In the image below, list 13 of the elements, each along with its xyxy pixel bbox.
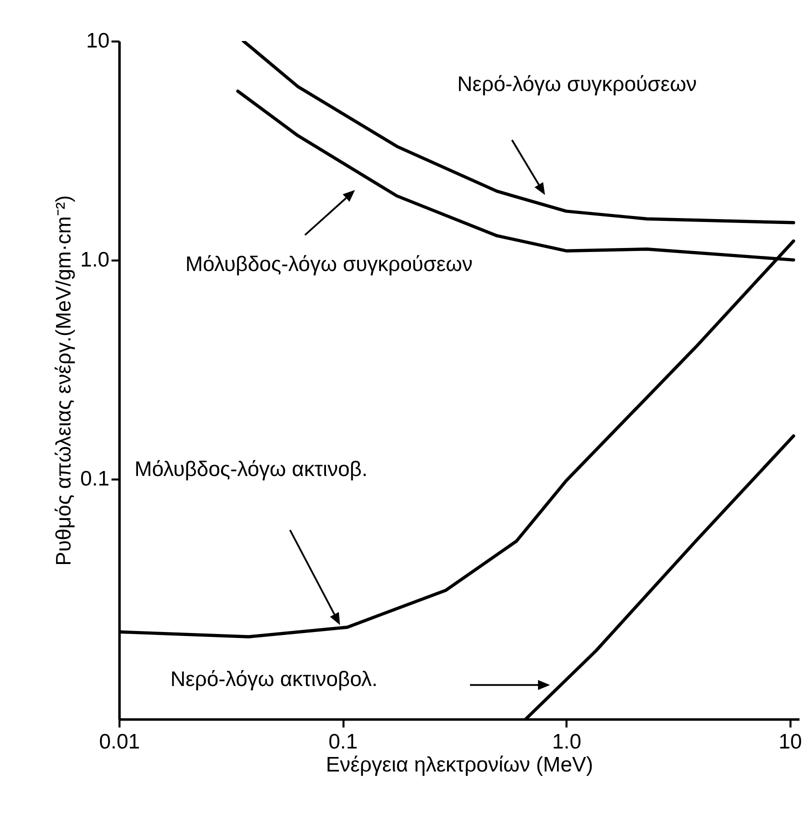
x-tick-label: 0.1 (328, 730, 358, 754)
annotation: Μόλυβδος-λόγω ακτινοβ. (134, 458, 368, 481)
annotation: Μόλυβδος-λόγω συγκρούσεων (185, 253, 473, 276)
annotation: Νερό-λόγω ακτινοβολ. (170, 668, 378, 691)
x-tick-label: 10 (778, 730, 802, 754)
y-axis-title: Ρυθμός απώλειας ενέργ.(MeV/gm·cm⁻²) (52, 195, 76, 566)
x-tick-label: 0.01 (99, 730, 140, 754)
y-tick-label: 1.0 (80, 248, 110, 272)
y-tick-label: 10 (86, 30, 110, 52)
x-axis-title: Ενέργεια ηλεκτρονίων (MeV) (326, 754, 594, 776)
y-tick-label: 0.1 (80, 467, 110, 490)
annotation: Νερό-λόγω συγκρούσεων (457, 73, 697, 96)
x-tick-label: 1.0 (552, 730, 582, 754)
